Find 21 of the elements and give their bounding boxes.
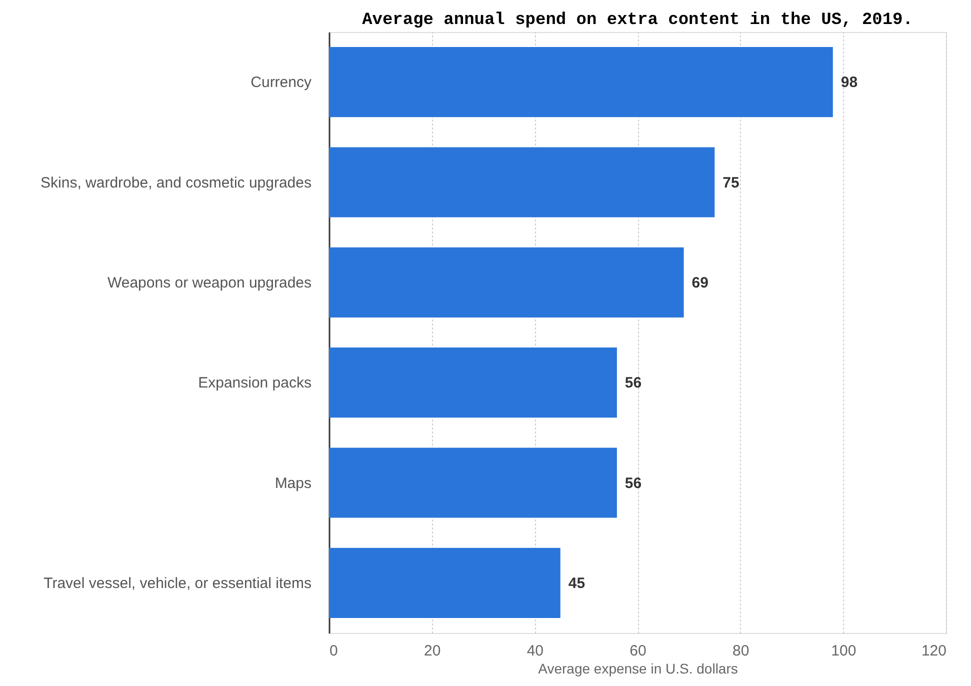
data-label: 56 bbox=[624, 474, 642, 492]
y-tick-label: Maps bbox=[274, 474, 312, 492]
data-label: 69 bbox=[692, 274, 708, 292]
chart-title: Average annual spend on extra content in the US, 2019. bbox=[362, 11, 913, 30]
x-tick-label: 40 bbox=[526, 642, 544, 660]
data-label: 75 bbox=[722, 174, 740, 192]
x-tick-label: 20 bbox=[424, 642, 441, 660]
x-tick-label: 80 bbox=[732, 642, 750, 660]
y-tick-label: Travel vessel, vehicle, or essential items bbox=[44, 574, 312, 592]
x-tick-label: 60 bbox=[630, 642, 646, 660]
x-tick-label: 0 bbox=[330, 642, 338, 660]
data-label: 45 bbox=[568, 574, 586, 592]
data-label: 56 bbox=[624, 374, 642, 392]
y-tick-label: Skins, wardrobe, and cosmetic upgrades bbox=[40, 174, 312, 192]
x-tick-label: 120 bbox=[921, 642, 946, 660]
y-tick-label: Expansion packs bbox=[198, 374, 312, 392]
x-axis-title: Average expense in U.S. dollars bbox=[538, 660, 738, 676]
y-tick-label: Weapons or weapon upgrades bbox=[107, 274, 312, 292]
x-tick-label: 100 bbox=[831, 642, 856, 660]
y-tick-label: Currency bbox=[250, 74, 312, 92]
data-label: 98 bbox=[840, 74, 858, 92]
